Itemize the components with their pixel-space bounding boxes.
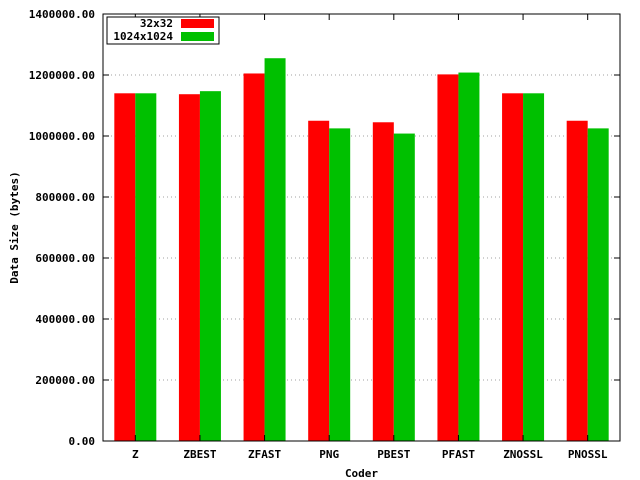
x-tick-label: ZBEST xyxy=(183,448,216,461)
bar-1024x1024-ZFAST xyxy=(264,58,286,441)
y-axis-label: Data Size (bytes) xyxy=(8,171,21,284)
x-tick-label: ZFAST xyxy=(248,448,281,461)
y-tick-label: 1200000.00 xyxy=(29,69,95,82)
bars xyxy=(114,58,609,442)
legend-label: 1024x1024 xyxy=(113,30,173,43)
x-tick-label: PNG xyxy=(319,448,339,461)
x-tick-label: PBEST xyxy=(377,448,410,461)
bar-1024x1024-ZNOSSL xyxy=(523,93,545,442)
y-tick-label: 1400000.00 xyxy=(29,8,95,21)
bar-32x32-Z xyxy=(114,93,136,442)
x-tick-label: ZNOSSL xyxy=(503,448,543,461)
legend-label: 32x32 xyxy=(140,17,173,30)
legend-swatch xyxy=(181,19,214,28)
bar-1024x1024-PBEST xyxy=(393,133,415,441)
y-tick-label: 600000.00 xyxy=(35,252,95,265)
y-tick-label: 0.00 xyxy=(69,435,96,448)
y-tick-label: 1000000.00 xyxy=(29,130,95,143)
bar-32x32-ZFAST xyxy=(243,73,265,441)
bar-32x32-PNG xyxy=(308,120,330,441)
x-axis-label: Coder xyxy=(345,467,378,480)
y-tick-label: 400000.00 xyxy=(35,313,95,326)
plot-frame xyxy=(102,13,621,442)
bar-1024x1024-PNOSSL xyxy=(587,128,609,441)
x-axis-ticks: Z ZBEST ZFAST PNG PBEST PFAST ZNOSSL PNOSSL xyxy=(132,14,608,461)
x-tick-label: Z xyxy=(132,448,139,461)
y-axis-ticks: 0.00 200000.00 400000.00 600000.00 800000.00… xyxy=(29,8,620,448)
y-tick-label: 200000.00 xyxy=(35,374,95,387)
x-tick-label: PNOSSL xyxy=(568,448,608,461)
bar-32x32-PNOSSL xyxy=(566,120,588,441)
bar-32x32-ZNOSSL xyxy=(502,93,524,442)
x-tick-label: PFAST xyxy=(442,448,475,461)
legend-swatch xyxy=(181,32,214,41)
bar-1024x1024-ZBEST xyxy=(199,91,221,441)
bar-32x32-PFAST xyxy=(437,74,459,441)
bar-1024x1024-PFAST xyxy=(458,72,480,441)
y-tick-label: 800000.00 xyxy=(35,191,95,204)
bar-1024x1024-PNG xyxy=(329,128,351,441)
bar-32x32-ZBEST xyxy=(178,94,200,441)
bar-1024x1024-Z xyxy=(135,93,157,442)
bar-32x32-PBEST xyxy=(372,122,394,442)
